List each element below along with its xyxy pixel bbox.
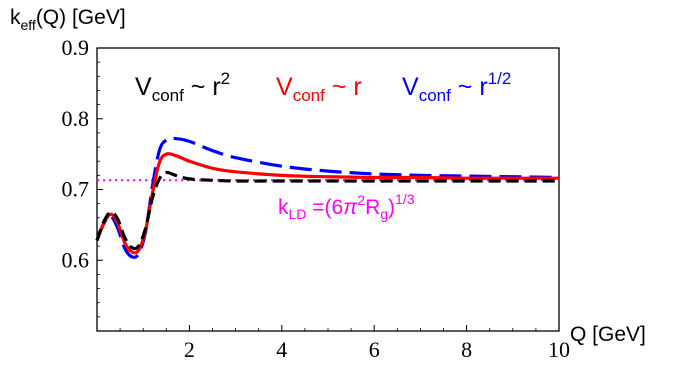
y-axis-label: keff(Q) [GeV] [10,6,126,33]
y-tick-label: 0.6 [62,247,90,272]
y-axis-label-sub: eff [21,17,36,33]
legend-label-linear-r: Vconf ~ r [276,73,362,105]
x-tick-label: 6 [369,337,380,362]
y-axis-label-base: k [10,6,21,29]
series-line-2 [95,136,560,259]
x-axis-label: Q [GeV] [570,323,646,346]
x-tick-label: 2 [184,337,195,362]
x-tick-label: 10 [548,337,570,362]
legend-label-linear-r2: Vconf ~ r2 [135,69,230,105]
curves [95,136,560,259]
x-tick-label: 4 [276,337,287,362]
y-tick-label: 0.7 [62,177,90,202]
series-line-0 [95,170,559,251]
axis-ticks: 2 4 6 8 10 0.6 0.7 0.8 0.9 [62,35,571,362]
reference-line-label: kLD =(6π2Rg)1/3 [278,191,415,222]
y-tick-label: 0.9 [62,35,90,60]
y-tick-label: 0.8 [62,106,90,131]
x-tick-label: 8 [461,337,472,362]
legend-label-linear-sqrt-r: Vconf ~ r1/2 [402,69,511,105]
y-axis-label-rest: (Q) [GeV] [36,6,126,29]
